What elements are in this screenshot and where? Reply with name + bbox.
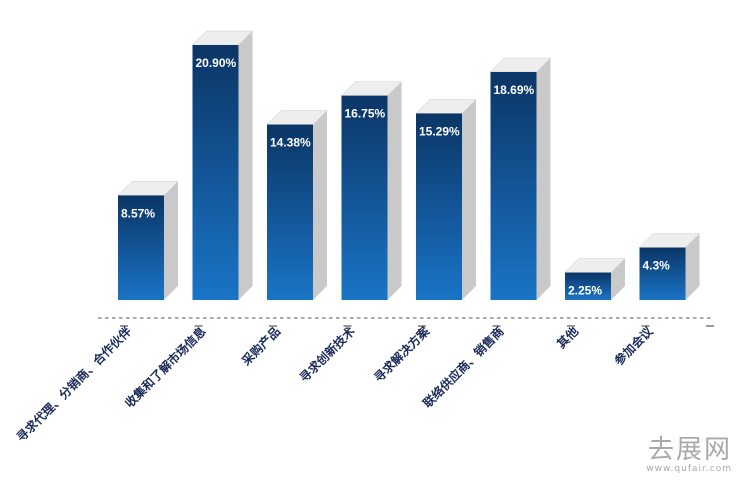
bar-3: 14.38% (266, 110, 328, 301)
bar-6: 18.69% (489, 57, 552, 301)
bars-group: 8.57% 20.90% 14.38% 16.75% 15.29% 18.69% 2.25%… (117, 30, 701, 301)
bar-side (313, 110, 327, 301)
bar-2: 20.90% (191, 30, 254, 301)
bar-front (565, 272, 611, 300)
category-label: 寻求解决方案 (371, 323, 433, 385)
watermark-url: www.qufair.com (646, 464, 732, 474)
watermark-brand: 去展网 (647, 435, 732, 465)
bar-5: 15.29% (415, 99, 477, 300)
bar-front (192, 45, 239, 300)
category-label: 联络供应商、销售商 (420, 324, 507, 411)
bar-side (536, 57, 551, 301)
bar-value-label: 14.38% (270, 136, 311, 150)
bar-side (164, 181, 178, 300)
bar-front (490, 71, 537, 301)
bar-front (267, 124, 313, 301)
bar-7: 2.25% (564, 258, 626, 300)
bar-front (341, 95, 388, 301)
bar-value-label: 4.3% (643, 259, 671, 273)
category-label: 其他 (554, 324, 582, 352)
category-label: 采购产品 (238, 324, 283, 369)
x-axis-baseline (98, 317, 714, 327)
bar-value-label: 8.57% (121, 206, 155, 220)
category-label: 收集和了解市场信息 (122, 324, 209, 411)
bar-side (462, 99, 476, 300)
bar-front (639, 247, 686, 300)
bar-value-label: 2.25% (568, 284, 602, 298)
bar-front (118, 195, 164, 300)
bar-value-label: 16.75% (345, 107, 386, 121)
bar-side (685, 233, 700, 300)
bar-value-label: 18.69% (494, 83, 535, 97)
bar-side (238, 31, 253, 301)
bar-1: 8.57% (117, 181, 179, 300)
bar-side (611, 258, 625, 300)
watermark: 去展网 www.qufair.com (646, 429, 732, 474)
bar-front (416, 113, 462, 300)
bar-side (387, 81, 402, 301)
category-label: 寻求代理、分销商、合作伙伴 (13, 324, 134, 445)
bar-4: 16.75% (340, 81, 403, 301)
category-label: 寻求创新技术 (296, 324, 358, 386)
bar-value-label: 15.29% (419, 124, 460, 138)
bar-value-label: 20.90% (196, 56, 237, 70)
bar-8: 4.3% (638, 233, 701, 300)
category-label: 参加会议 (611, 323, 656, 368)
